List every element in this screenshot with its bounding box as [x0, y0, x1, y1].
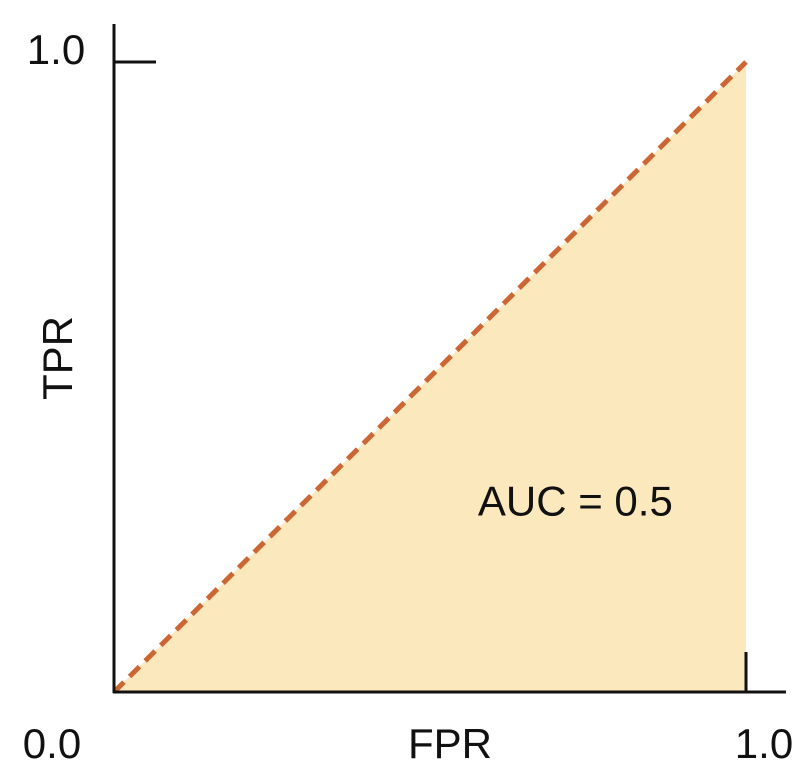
x-tick-label-min: 0.0 [23, 720, 81, 767]
y-tick-label-max: 1.0 [27, 26, 85, 73]
x-tick-label-max: 1.0 [735, 720, 793, 767]
x-axis-title: FPR [408, 720, 492, 767]
auc-annotation: AUC = 0.5 [478, 478, 673, 525]
y-axis-title: TPR [34, 316, 81, 400]
series-line [112, 60, 748, 694]
